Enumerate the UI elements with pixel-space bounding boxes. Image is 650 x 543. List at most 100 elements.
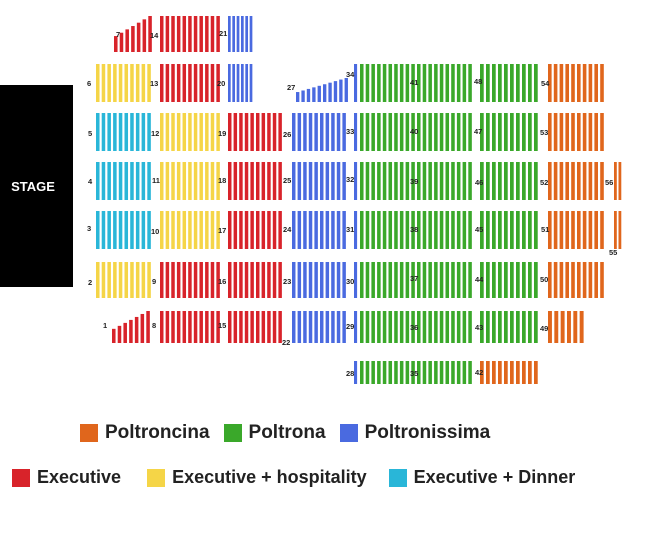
seat-block-31: 31 bbox=[346, 211, 358, 249]
seat-row-33-1 bbox=[354, 113, 358, 151]
seat-row-20-5 bbox=[245, 64, 249, 102]
seat-row-41-5 bbox=[382, 64, 387, 102]
block-label-36: 36 bbox=[410, 323, 418, 332]
block-label-53: 53 bbox=[540, 128, 548, 137]
seat-block-18: 18 bbox=[218, 162, 282, 200]
seat-row-19-7 bbox=[261, 113, 266, 151]
seat-row-6-4 bbox=[113, 64, 117, 102]
seat-row-50-9 bbox=[594, 262, 598, 298]
seat-row-2-8 bbox=[135, 262, 140, 298]
seat-row-14-8 bbox=[199, 16, 203, 52]
seat-row-14-3 bbox=[171, 16, 175, 52]
seat-block-47: 47 bbox=[474, 113, 538, 151]
seat-row-13-4 bbox=[176, 64, 181, 102]
seat-row-12-10 bbox=[210, 113, 215, 151]
seat-row-41-6 bbox=[388, 64, 393, 102]
seat-row-15-6 bbox=[256, 311, 260, 343]
seat-row-40-6 bbox=[388, 113, 393, 151]
seat-block-32: 32 bbox=[346, 162, 358, 200]
seat-row-51-3 bbox=[559, 211, 564, 249]
block-label-6: 6 bbox=[87, 79, 91, 88]
seat-row-48-6 bbox=[510, 64, 514, 102]
seat-row-37-12 bbox=[422, 262, 427, 298]
seat-block-38: 38 bbox=[360, 211, 472, 249]
seat-row-4-5 bbox=[118, 162, 123, 200]
block-label-10: 10 bbox=[151, 227, 159, 236]
seat-row-12-8 bbox=[199, 113, 203, 151]
seat-row-36-17 bbox=[451, 311, 455, 343]
seat-row-42-3 bbox=[492, 361, 496, 384]
seat-row-18-1 bbox=[228, 162, 232, 200]
seat-row-40-18 bbox=[456, 113, 461, 151]
seat-row-45-6 bbox=[510, 211, 514, 249]
seat-row-39-3 bbox=[371, 162, 375, 200]
seat-row-8-5 bbox=[182, 311, 187, 343]
seat-block-27: 27 bbox=[287, 78, 348, 102]
seat-row-6-5 bbox=[118, 64, 123, 102]
seat-row-38-11 bbox=[417, 211, 421, 249]
seat-block-7: 7 bbox=[114, 16, 152, 52]
seat-row-21-6 bbox=[249, 16, 253, 52]
seat-row-48-9 bbox=[528, 64, 532, 102]
seat-row-53-9 bbox=[594, 113, 598, 151]
seat-row-40-20 bbox=[468, 113, 472, 151]
seat-row-17-5 bbox=[250, 211, 254, 249]
seat-block-20: 20 bbox=[217, 64, 253, 102]
seat-row-39-19 bbox=[462, 162, 467, 200]
seat-row-48-7 bbox=[516, 64, 520, 102]
seat-row-26-7 bbox=[325, 113, 330, 151]
seat-block-39: 39 bbox=[360, 162, 472, 200]
seat-row-54-3 bbox=[559, 64, 564, 102]
seat-row-23-9 bbox=[336, 262, 341, 298]
seat-row-4-6 bbox=[124, 162, 129, 200]
seat-row-26-10 bbox=[342, 113, 346, 151]
seat-row-54-2 bbox=[553, 64, 558, 102]
seat-row-43-10 bbox=[534, 311, 538, 343]
seat-row-10-11 bbox=[216, 211, 220, 249]
seat-row-48-1 bbox=[480, 64, 484, 102]
seat-row-3-5 bbox=[118, 211, 123, 249]
seat-row-52-7 bbox=[582, 162, 587, 200]
seat-row-27-1 bbox=[296, 92, 300, 102]
seat-row-53-6 bbox=[577, 113, 581, 151]
seat-row-12-2 bbox=[165, 113, 170, 151]
seat-row-35-7 bbox=[394, 361, 398, 384]
seat-row-42-6 bbox=[510, 361, 514, 384]
seat-row-55-2 bbox=[618, 211, 622, 249]
seat-row-41-17 bbox=[451, 64, 455, 102]
seat-row-46-4 bbox=[498, 162, 502, 200]
seat-row-3-2 bbox=[101, 211, 106, 249]
seat-row-4-4 bbox=[113, 162, 117, 200]
seat-row-24-6 bbox=[320, 211, 324, 249]
seat-row-55-1 bbox=[614, 211, 617, 249]
block-label-1: 1 bbox=[103, 321, 107, 330]
seat-row-5-6 bbox=[124, 113, 129, 151]
seat-row-36-15 bbox=[439, 311, 444, 343]
seat-row-37-2 bbox=[365, 262, 370, 298]
seat-row-11-1 bbox=[160, 162, 164, 200]
seat-row-17-7 bbox=[261, 211, 266, 249]
seat-row-50-8 bbox=[588, 262, 593, 298]
seat-row-26-3 bbox=[303, 113, 307, 151]
seat-row-20-1 bbox=[228, 64, 231, 102]
seat-row-27-10 bbox=[344, 78, 348, 102]
seat-row-48-3 bbox=[492, 64, 496, 102]
seat-row-37-19 bbox=[462, 262, 467, 298]
seat-row-46-3 bbox=[492, 162, 496, 200]
seat-row-3-1 bbox=[96, 211, 100, 249]
seat-row-19-5 bbox=[250, 113, 254, 151]
seat-row-27-3 bbox=[306, 88, 311, 102]
seat-row-4-7 bbox=[130, 162, 134, 200]
seat-row-45-1 bbox=[480, 211, 484, 249]
legend-swatch-poltronissima bbox=[339, 424, 358, 442]
seat-row-39-14 bbox=[434, 162, 438, 200]
seat-row-42-2 bbox=[486, 361, 490, 384]
seat-row-53-2 bbox=[553, 113, 558, 151]
seat-row-27-8 bbox=[333, 81, 338, 102]
block-label-54: 54 bbox=[541, 79, 550, 88]
stage-label: STAGE bbox=[11, 178, 55, 194]
seat-row-45-9 bbox=[528, 211, 532, 249]
seat-block-43: 43 bbox=[475, 311, 538, 343]
legend-row-2: Executive Executive + hospitality Execut… bbox=[12, 467, 589, 488]
seat-row-2-1 bbox=[96, 262, 100, 298]
